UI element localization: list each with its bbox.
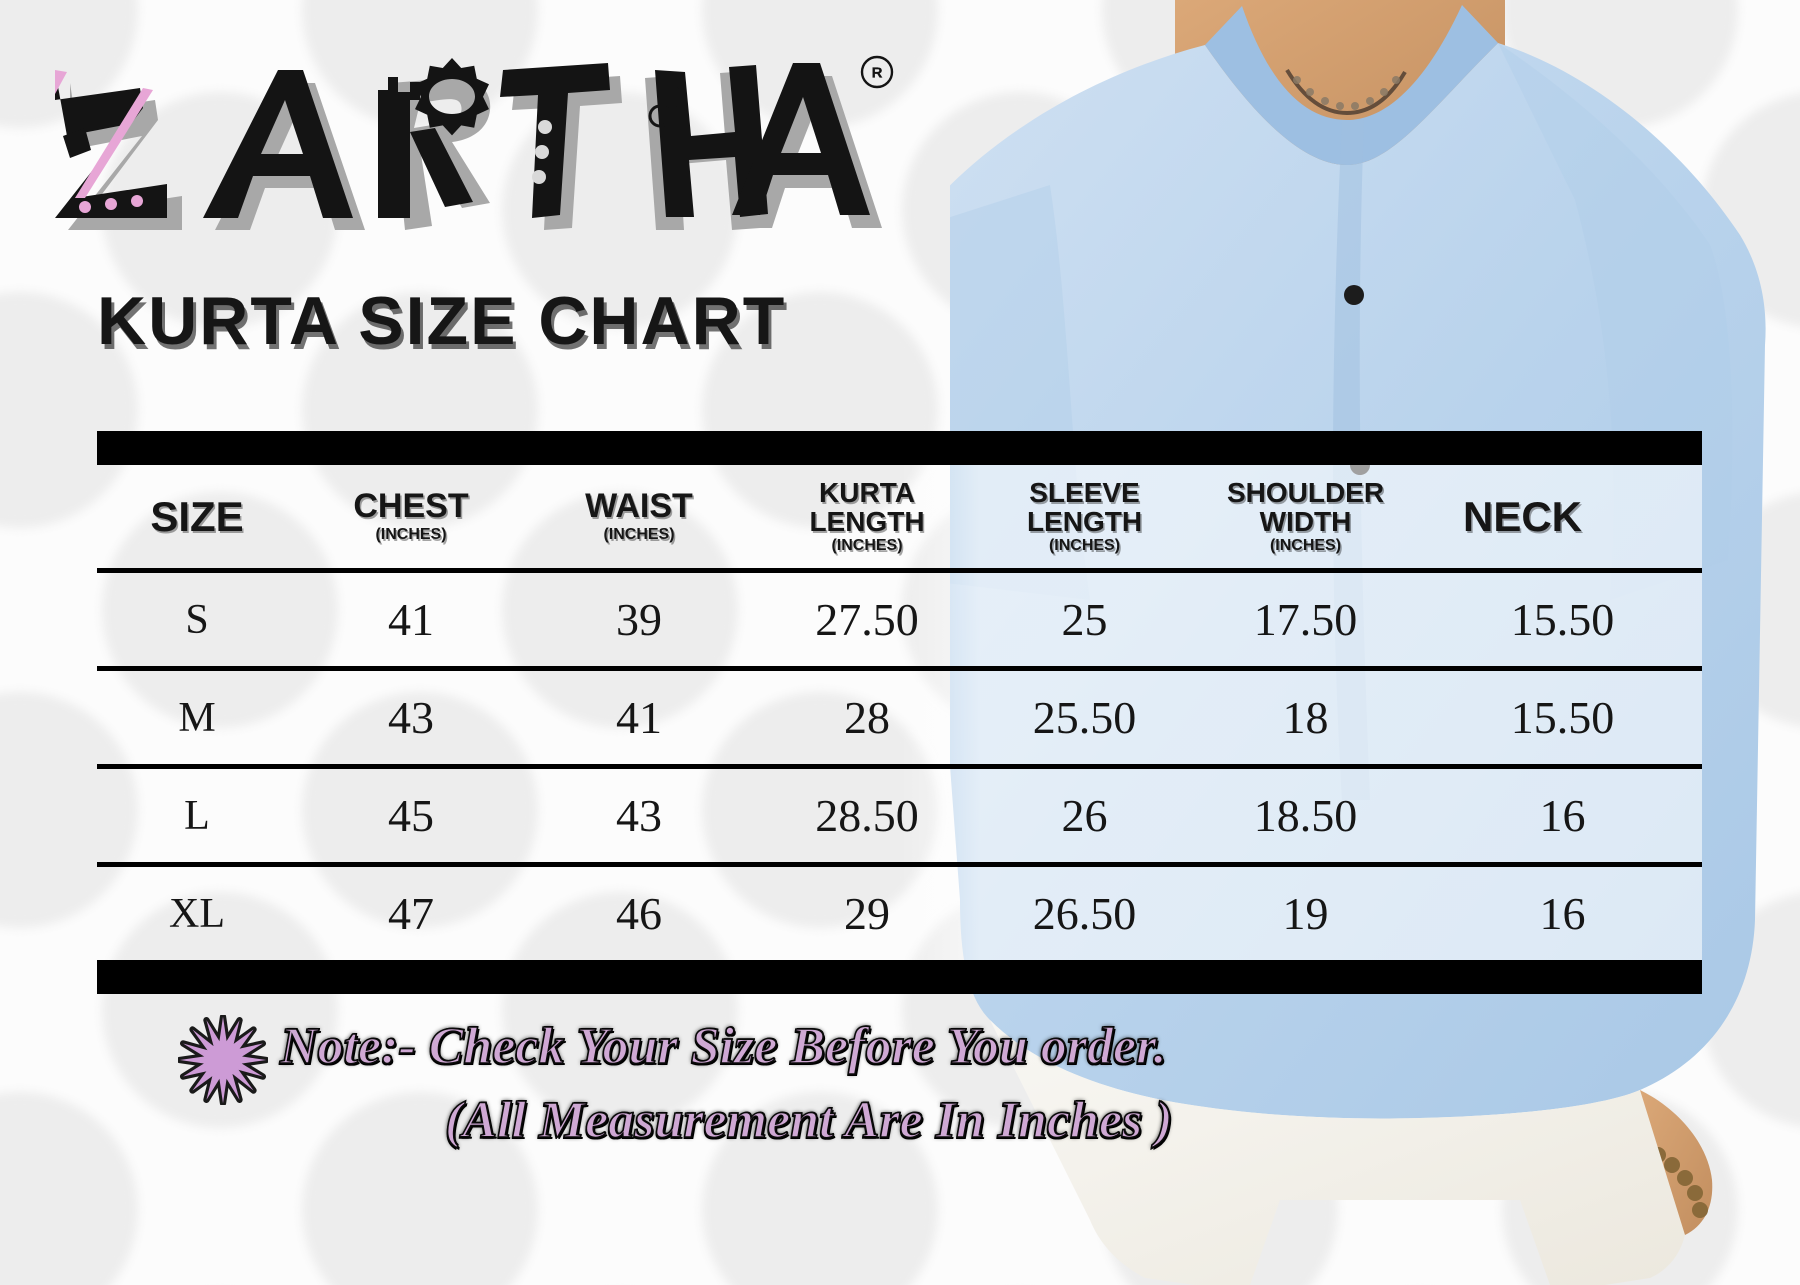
svg-text:R: R bbox=[872, 65, 883, 82]
